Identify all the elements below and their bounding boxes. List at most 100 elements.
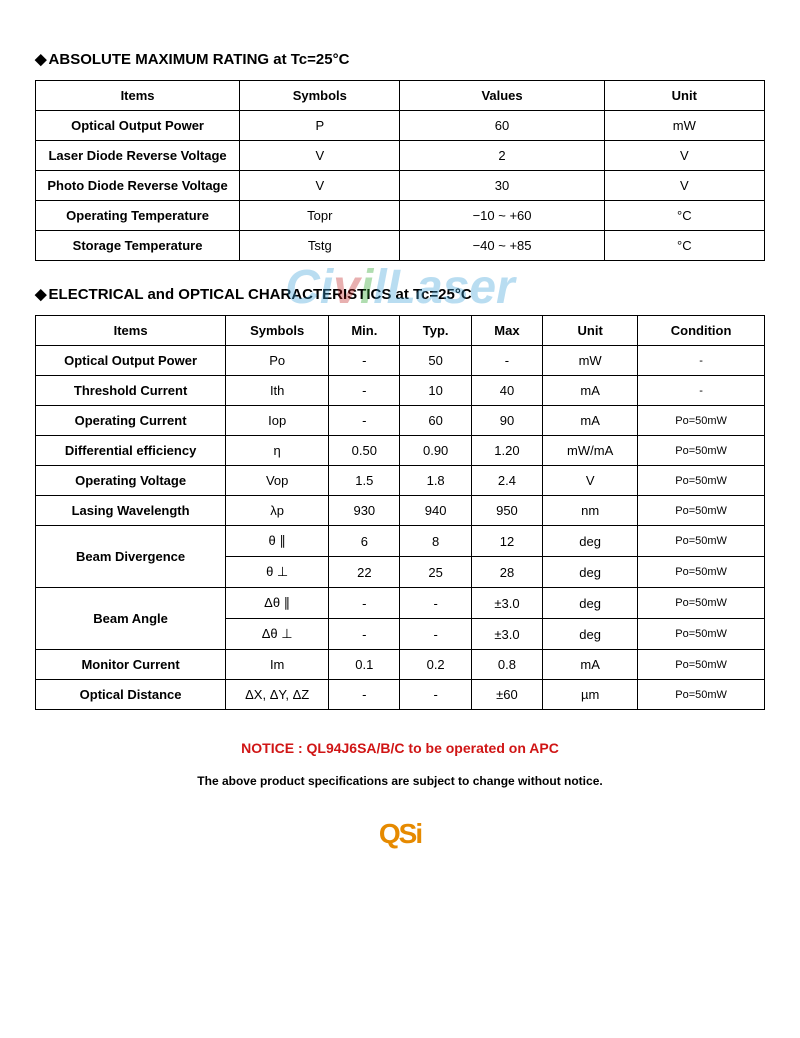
cell-condition: Po=50mW — [638, 436, 765, 466]
cell-min: 6 — [329, 526, 400, 557]
cell-symbol: Vop — [226, 466, 329, 496]
notice-text: NOTICE : QL94J6SA/B/C to be operated on … — [35, 740, 765, 756]
cell-unit: V — [604, 141, 764, 171]
cell-typ: 50 — [400, 346, 471, 376]
cell-symbol: P — [240, 111, 400, 141]
cell-symbol: ΔX, ΔY, ΔZ — [226, 680, 329, 710]
cell-item: Photo Diode Reverse Voltage — [36, 171, 240, 201]
cell-unit: V — [543, 466, 638, 496]
footnote-text: The above product specifications are sub… — [35, 774, 765, 788]
col-header: Symbols — [226, 316, 329, 346]
cell-min: - — [329, 588, 400, 619]
cell-unit: mA — [543, 650, 638, 680]
cell-symbol: V — [240, 141, 400, 171]
cell-item: Beam Divergence — [36, 526, 226, 588]
cell-condition: - — [638, 376, 765, 406]
cell-symbol: V — [240, 171, 400, 201]
section1-title: ABSOLUTE MAXIMUM RATING at Tc=25°C — [35, 50, 765, 68]
col-header: Unit — [543, 316, 638, 346]
cell-max: - — [471, 346, 542, 376]
cell-symbol: Ith — [226, 376, 329, 406]
cell-max: 28 — [471, 557, 542, 588]
table-row: Optical Output PowerP60mW — [36, 111, 765, 141]
cell-condition: Po=50mW — [638, 526, 765, 557]
table-row: Differential efficiencyη0.500.901.20mW/m… — [36, 436, 765, 466]
cell-item: Storage Temperature — [36, 231, 240, 261]
cell-condition: Po=50mW — [638, 406, 765, 436]
cell-condition: - — [638, 346, 765, 376]
table-row: Optical Output PowerPo-50-mW- — [36, 346, 765, 376]
cell-typ: 8 — [400, 526, 471, 557]
cell-unit: °C — [604, 201, 764, 231]
table-row: Threshold CurrentIth-1040mA- — [36, 376, 765, 406]
cell-condition: Po=50mW — [638, 496, 765, 526]
cell-unit: mA — [543, 376, 638, 406]
cell-max: 40 — [471, 376, 542, 406]
table-row: Items Symbols Min. Typ. Max Unit Conditi… — [36, 316, 765, 346]
cell-min: 0.50 — [329, 436, 400, 466]
col-header: Condition — [638, 316, 765, 346]
cell-symbol: Δθ ∥ — [226, 588, 329, 619]
cell-condition: Po=50mW — [638, 466, 765, 496]
cell-item: Differential efficiency — [36, 436, 226, 466]
cell-max: 12 — [471, 526, 542, 557]
table-absolute-max: Items Symbols Values Unit Optical Output… — [35, 80, 765, 261]
cell-typ: - — [400, 619, 471, 650]
cell-symbol: Iop — [226, 406, 329, 436]
cell-symbol: Im — [226, 650, 329, 680]
cell-value: −10 ~ +60 — [400, 201, 604, 231]
cell-condition: Po=50mW — [638, 619, 765, 650]
cell-min: - — [329, 619, 400, 650]
cell-item: Operating Temperature — [36, 201, 240, 231]
cell-typ: 0.90 — [400, 436, 471, 466]
cell-unit: V — [604, 171, 764, 201]
cell-unit: deg — [543, 588, 638, 619]
cell-symbol: Topr — [240, 201, 400, 231]
cell-typ: 60 — [400, 406, 471, 436]
table-row: Photo Diode Reverse VoltageV30V — [36, 171, 765, 201]
cell-unit: mA — [543, 406, 638, 436]
cell-max: 90 — [471, 406, 542, 436]
cell-item: Lasing Wavelength — [36, 496, 226, 526]
cell-typ: 25 — [400, 557, 471, 588]
cell-min: - — [329, 680, 400, 710]
cell-symbol: η — [226, 436, 329, 466]
cell-max: ±60 — [471, 680, 542, 710]
cell-min: 22 — [329, 557, 400, 588]
cell-max: 1.20 — [471, 436, 542, 466]
cell-symbol: θ ⊥ — [226, 557, 329, 588]
table-row: Operating CurrentIop-6090mAPo=50mW — [36, 406, 765, 436]
cell-max: ±3.0 — [471, 588, 542, 619]
cell-item: Optical Output Power — [36, 346, 226, 376]
cell-item: Threshold Current — [36, 376, 226, 406]
cell-min: 0.1 — [329, 650, 400, 680]
table-row: Monitor CurrentIm0.10.20.8mAPo=50mW — [36, 650, 765, 680]
table-row: Items Symbols Values Unit — [36, 81, 765, 111]
col-header: Unit — [604, 81, 764, 111]
cell-symbol: Po — [226, 346, 329, 376]
cell-item: Operating Current — [36, 406, 226, 436]
section2-title: ELECTRICAL and OPTICAL CHARACTERISTICS a… — [35, 285, 765, 303]
table-row: Beam AngleΔθ ∥--±3.0degPo=50mW — [36, 588, 765, 619]
cell-unit: °C — [604, 231, 764, 261]
cell-condition: Po=50mW — [638, 650, 765, 680]
cell-condition: Po=50mW — [638, 680, 765, 710]
cell-value: 2 — [400, 141, 604, 171]
table-row: Lasing Wavelengthλp930940950nmPo=50mW — [36, 496, 765, 526]
cell-value: −40 ~ +85 — [400, 231, 604, 261]
cell-item: Beam Angle — [36, 588, 226, 650]
col-header: Items — [36, 81, 240, 111]
cell-unit: mW — [604, 111, 764, 141]
table-row: Storage TemperatureTstg−40 ~ +85°C — [36, 231, 765, 261]
cell-typ: 1.8 — [400, 466, 471, 496]
cell-unit: deg — [543, 526, 638, 557]
cell-typ: 0.2 — [400, 650, 471, 680]
cell-value: 30 — [400, 171, 604, 201]
cell-unit: µm — [543, 680, 638, 710]
cell-min: - — [329, 346, 400, 376]
table-row: Operating VoltageVop1.51.82.4VPo=50mW — [36, 466, 765, 496]
cell-min: - — [329, 376, 400, 406]
cell-symbol: λp — [226, 496, 329, 526]
cell-typ: 10 — [400, 376, 471, 406]
col-header: Items — [36, 316, 226, 346]
